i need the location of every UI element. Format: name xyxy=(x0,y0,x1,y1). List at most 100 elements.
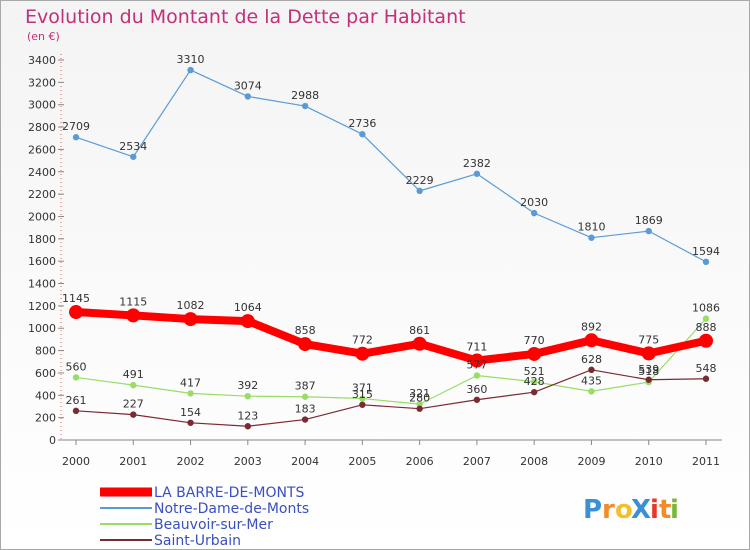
y-tick-label: 0 xyxy=(49,434,56,447)
legend-label: Notre-Dame-de-Monts xyxy=(154,501,309,517)
data-label-saint-urbain: 261 xyxy=(66,394,87,407)
x-tick-label: 2010 xyxy=(635,455,663,468)
data-label-beauvoir-sur-mer: 321 xyxy=(409,387,430,400)
data-point-saint-urbain xyxy=(244,423,252,430)
data-label-la-barre-de-monts: 770 xyxy=(524,334,545,347)
data-label-saint-urbain: 628 xyxy=(581,353,602,366)
data-label-beauvoir-sur-mer: 518 xyxy=(638,365,659,378)
logo-letter: i xyxy=(670,495,679,525)
data-label-beauvoir-sur-mer: 521 xyxy=(524,365,545,378)
data-label-la-barre-de-monts: 711 xyxy=(466,341,487,354)
data-label-notre-dame-de-monts: 1869 xyxy=(635,214,663,227)
data-point-beauvoir-sur-mer xyxy=(702,315,710,322)
data-label-notre-dame-de-monts: 2534 xyxy=(119,140,147,153)
y-tick-label: 1000 xyxy=(28,322,56,335)
data-label-la-barre-de-monts: 1115 xyxy=(119,295,147,308)
data-point-la-barre-de-monts xyxy=(641,346,656,361)
y-tick-label: 200 xyxy=(35,412,56,425)
data-point-saint-urbain xyxy=(301,416,309,423)
y-tick-label: 1200 xyxy=(28,300,56,313)
data-label-beauvoir-sur-mer: 392 xyxy=(237,379,258,392)
data-label-saint-urbain: 548 xyxy=(696,362,717,375)
data-point-notre-dame-de-monts xyxy=(244,93,252,100)
y-tick-label: 1800 xyxy=(28,233,56,246)
logo-letter: t xyxy=(659,495,671,525)
data-point-beauvoir-sur-mer xyxy=(473,372,481,379)
data-point-saint-urbain xyxy=(416,405,423,412)
data-point-la-barre-de-monts xyxy=(298,337,313,352)
data-point-la-barre-de-monts xyxy=(699,333,713,348)
data-label-la-barre-de-monts: 888 xyxy=(696,321,717,334)
data-label-la-barre-de-monts: 1064 xyxy=(234,301,262,314)
data-point-la-barre-de-monts xyxy=(355,346,370,361)
data-label-saint-urbain: 360 xyxy=(466,383,487,396)
chart-subtitle: (en €) xyxy=(27,30,60,43)
data-label-la-barre-de-monts: 775 xyxy=(638,333,659,346)
data-label-notre-dame-de-monts: 2229 xyxy=(406,174,434,187)
data-point-beauvoir-sur-mer xyxy=(301,393,309,400)
data-point-beauvoir-sur-mer xyxy=(530,378,538,385)
data-point-notre-dame-de-monts xyxy=(473,170,481,177)
data-label-notre-dame-de-monts: 3074 xyxy=(234,79,262,92)
legend-label: Saint-Urbain xyxy=(154,533,241,549)
data-label-notre-dame-de-monts: 2988 xyxy=(291,89,319,102)
data-label-notre-dame-de-monts: 2030 xyxy=(520,196,548,209)
data-point-beauvoir-sur-mer xyxy=(187,390,194,397)
y-tick-label: 2600 xyxy=(28,143,56,156)
data-label-beauvoir-sur-mer: 435 xyxy=(581,374,602,387)
y-tick-label: 1600 xyxy=(28,255,56,268)
data-label-la-barre-de-monts: 858 xyxy=(295,324,316,337)
data-point-saint-urbain xyxy=(130,411,137,418)
y-tick-label: 2000 xyxy=(28,210,56,223)
data-point-notre-dame-de-monts xyxy=(359,131,366,138)
data-label-saint-urbain: 123 xyxy=(237,409,258,422)
data-label-saint-urbain: 428 xyxy=(524,375,545,388)
data-label-beauvoir-sur-mer: 387 xyxy=(295,380,316,393)
series-line-la-barre-de-monts xyxy=(75,308,707,365)
data-label-la-barre-de-monts: 892 xyxy=(581,320,602,333)
data-label-saint-urbain: 280 xyxy=(409,392,430,405)
x-tick-label: 2000 xyxy=(62,455,90,468)
x-tick-label: 2006 xyxy=(406,455,434,468)
data-point-la-barre-de-monts xyxy=(183,312,198,327)
logo-letter: P xyxy=(583,495,602,525)
data-point-notre-dame-de-monts xyxy=(301,102,309,110)
series-line-beauvoir-sur-mer xyxy=(75,318,707,405)
data-labels: 2709 2534 3310 3074 2988 2736 2229 2382 2030 1810… xyxy=(62,53,720,422)
logo-letter: X xyxy=(631,495,651,525)
data-label-notre-dame-de-monts: 2709 xyxy=(62,120,90,133)
data-point-notre-dame-de-monts xyxy=(187,66,194,74)
data-point-notre-dame-de-monts xyxy=(130,153,137,160)
data-point-saint-urbain xyxy=(645,376,652,383)
legend-label: Beauvoir-sur-Mer xyxy=(154,517,273,533)
data-point-la-barre-de-monts xyxy=(584,333,599,348)
y-tick-label: 600 xyxy=(35,367,56,380)
data-point-la-barre-de-monts xyxy=(527,346,542,361)
x-tick-label: 2011 xyxy=(692,455,720,468)
data-point-notre-dame-de-monts xyxy=(702,258,710,266)
data-point-notre-dame-de-monts xyxy=(416,187,423,195)
data-point-saint-urbain xyxy=(702,375,710,382)
data-label-beauvoir-sur-mer: 1086 xyxy=(692,302,720,315)
logo-letter: r xyxy=(602,495,615,525)
data-point-la-barre-de-monts xyxy=(412,336,427,351)
data-point-notre-dame-de-monts xyxy=(645,227,652,235)
data-label-saint-urbain: 539 xyxy=(638,363,659,376)
data-point-beauvoir-sur-mer xyxy=(588,388,595,395)
series-line-notre-dame-de-monts xyxy=(75,69,707,263)
data-point-beauvoir-sur-mer xyxy=(244,392,252,400)
data-point-la-barre-de-monts xyxy=(469,353,484,368)
y-tick-label: 3400 xyxy=(28,54,56,67)
data-label-notre-dame-de-monts: 3310 xyxy=(177,53,205,66)
data-point-notre-dame-de-monts xyxy=(72,134,80,141)
data-label-notre-dame-de-monts: 1810 xyxy=(577,221,605,234)
data-point-saint-urbain xyxy=(72,407,80,415)
x-tick-label: 2004 xyxy=(291,455,319,468)
data-label-beauvoir-sur-mer: 560 xyxy=(66,360,87,373)
data-label-la-barre-de-monts: 1082 xyxy=(177,299,205,312)
data-label-beauvoir-sur-mer: 491 xyxy=(123,368,144,381)
x-tick-label: 2002 xyxy=(177,455,205,468)
data-label-notre-dame-de-monts: 1594 xyxy=(692,245,720,258)
